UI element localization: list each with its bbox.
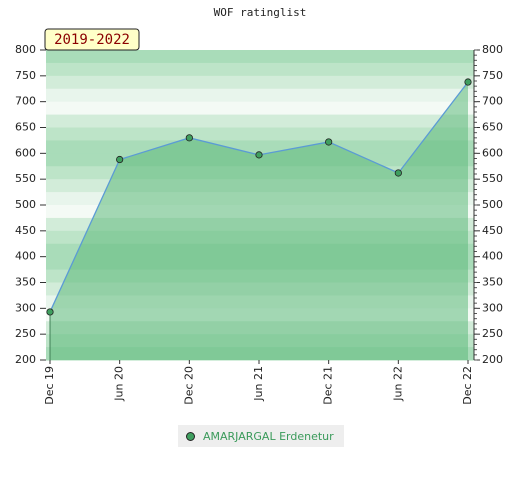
legend-marker — [186, 431, 195, 441]
background-stripe — [46, 75, 474, 90]
y-tick-label: 400 — [15, 250, 36, 263]
y-tick-label: 200 — [15, 353, 36, 366]
y-tick-label: 750 — [15, 69, 36, 82]
x-tick-label: Dec 20 — [182, 366, 195, 405]
y2-tick-label: 450 — [482, 224, 503, 237]
y-tick-label: 450 — [15, 224, 36, 237]
background-stripe — [46, 114, 474, 128]
chart-title: WOF ratinglist — [214, 6, 307, 19]
y-tick-label: 550 — [15, 172, 36, 185]
y-tick-label: 700 — [15, 95, 36, 108]
y2-tick-label: 750 — [482, 69, 503, 82]
y-tick-label: 350 — [15, 276, 36, 289]
x-tick-label: Dec 21 — [322, 366, 335, 405]
marker — [464, 78, 472, 86]
background-stripe — [46, 101, 474, 116]
marker — [255, 151, 263, 159]
y2-tick-label: 800 — [482, 43, 503, 56]
y2-tick-label: 400 — [482, 250, 503, 263]
y2-tick-label: 650 — [482, 121, 503, 134]
x-tick-label: Jun 21 — [252, 366, 265, 402]
marker — [116, 155, 124, 164]
y2-tick-label: 600 — [482, 146, 503, 159]
marker — [185, 134, 193, 142]
background-stripe — [46, 50, 474, 64]
annotation: 2019-2022 — [44, 28, 140, 51]
y2-tick-label: 700 — [482, 95, 503, 108]
y2-tick-label: 350 — [482, 276, 503, 289]
legend: AMARJARGAL Erdenetur — [178, 425, 344, 447]
annotation-text: 2019-2022 — [54, 32, 130, 48]
marker — [325, 138, 333, 146]
marker — [46, 308, 54, 316]
y2-tick-label: 300 — [482, 301, 503, 314]
annotation-box — [44, 28, 140, 51]
y2-tick-label: 550 — [482, 172, 503, 185]
x-tick-label: Jun 20 — [113, 366, 126, 402]
area — [50, 82, 468, 361]
y-tick-label: 500 — [15, 198, 36, 211]
y-tick-label: 800 — [15, 43, 36, 56]
y-tick-label: 250 — [15, 327, 36, 340]
background-stripe — [46, 62, 474, 77]
x-tick-label: Dec 22 — [461, 366, 474, 405]
background-stripe — [46, 127, 474, 141]
x-tick-label: Dec 19 — [43, 366, 56, 405]
y-tick-label: 600 — [15, 146, 36, 159]
x-tick-label: Jun 22 — [391, 366, 404, 402]
marker — [394, 169, 402, 177]
y2-tick-label: 200 — [482, 353, 503, 366]
y-tick-label: 650 — [15, 121, 36, 134]
background-stripe — [46, 88, 474, 103]
y2-tick-label: 250 — [482, 327, 503, 340]
y-tick-label: 300 — [15, 301, 36, 314]
y2-tick-label: 500 — [482, 198, 503, 211]
legend-label: AMARJARGAL Erdenetur — [203, 429, 334, 443]
